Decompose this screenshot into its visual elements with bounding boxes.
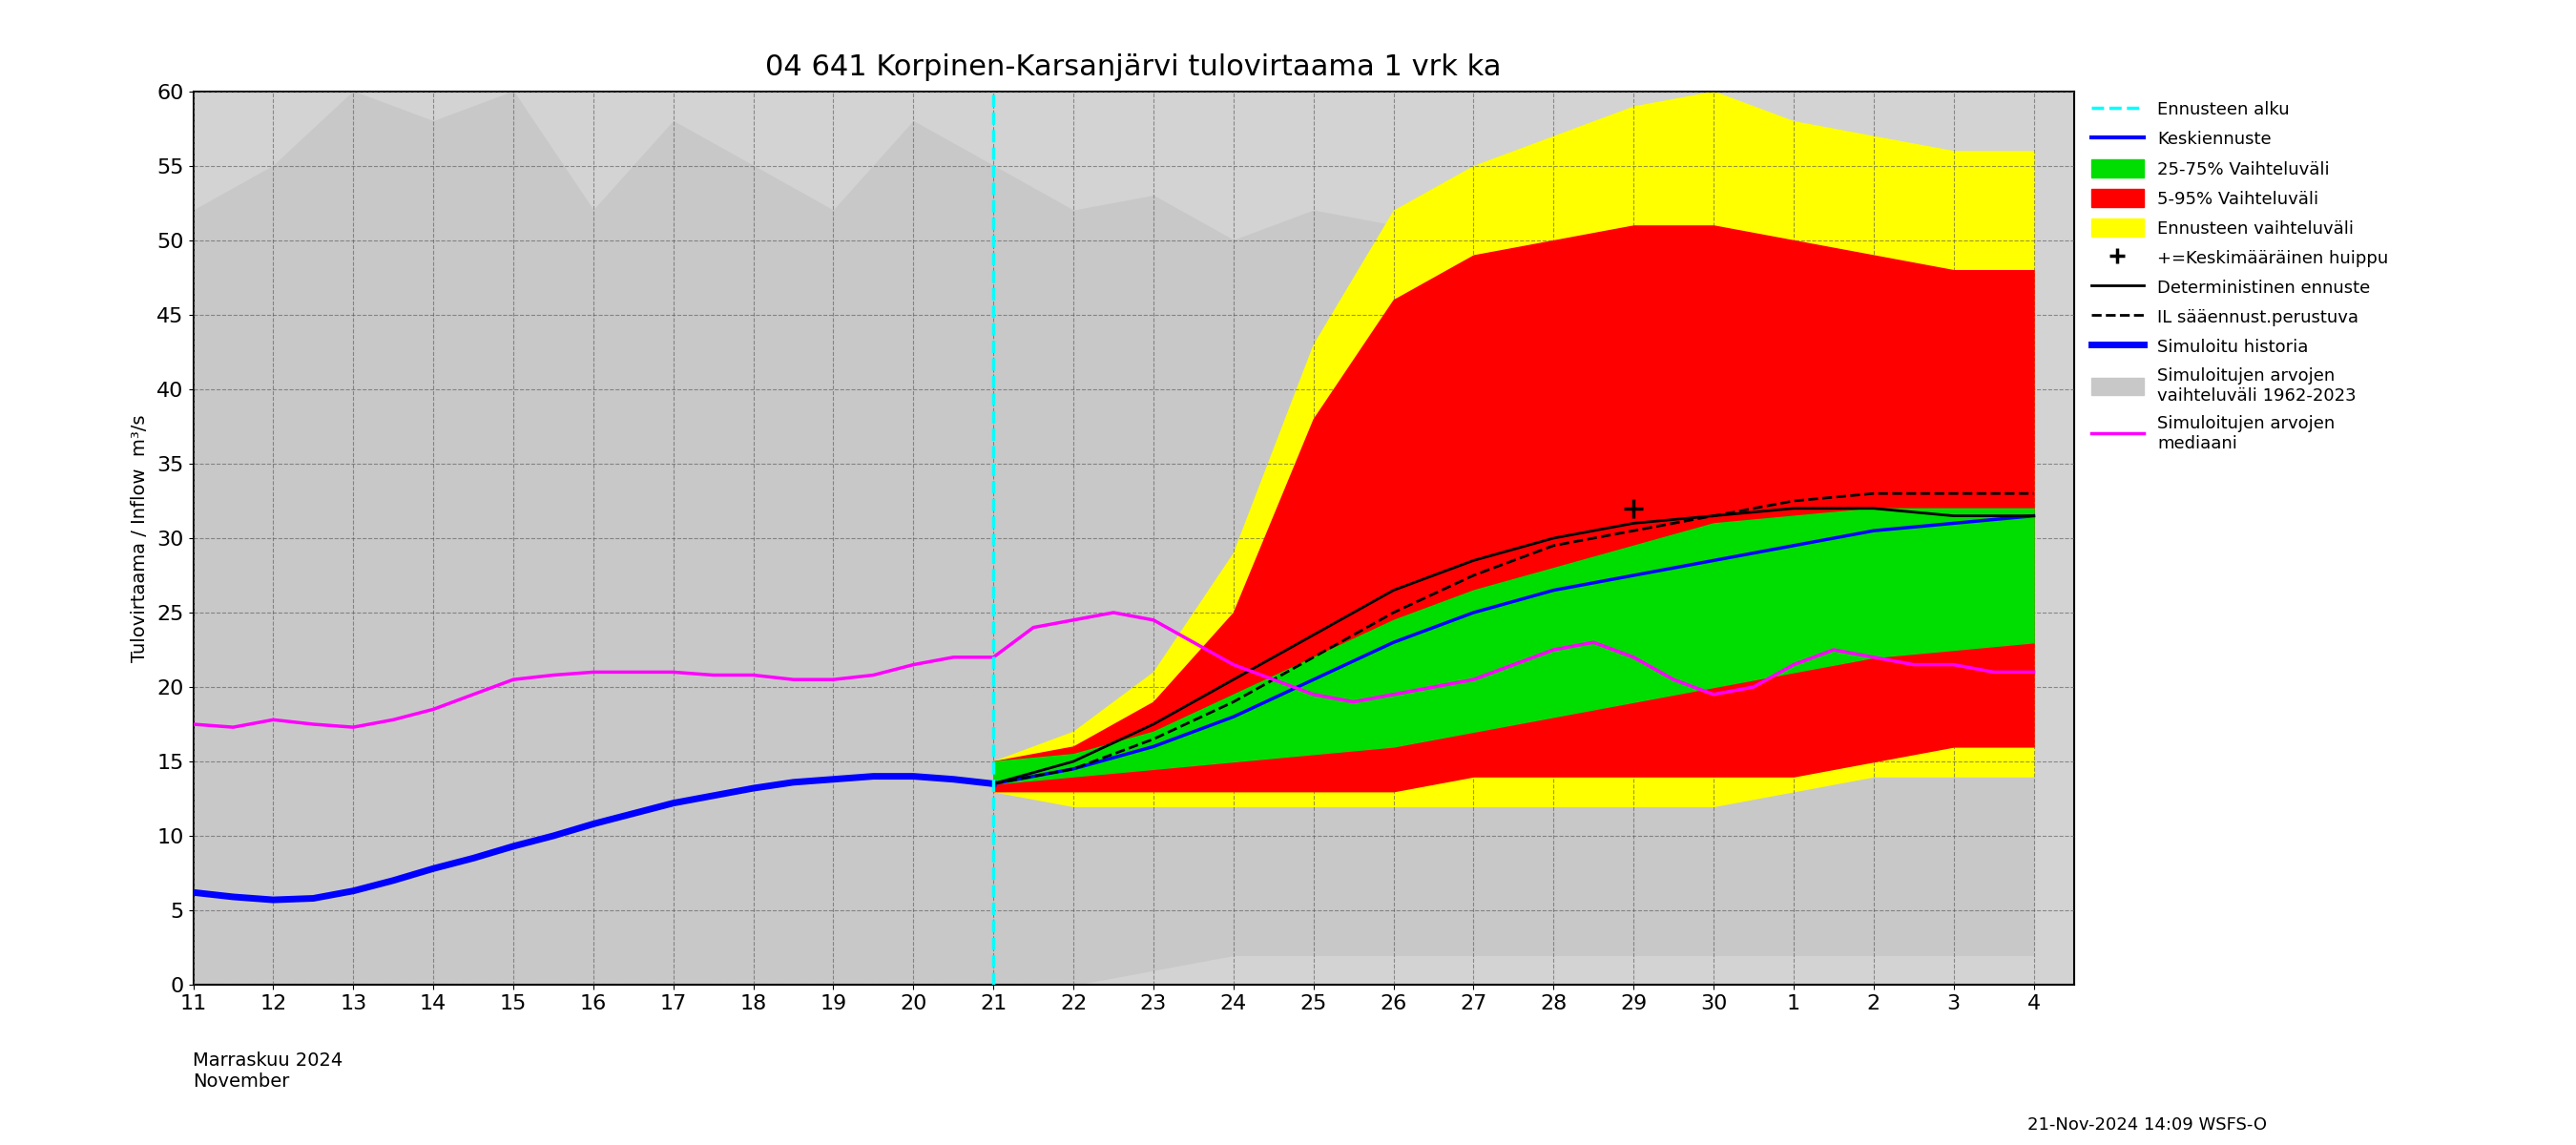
Legend: Ennusteen alku, Keskiennuste, 25-75% Vaihteluväli, 5-95% Vaihteluväli, Ennusteen: Ennusteen alku, Keskiennuste, 25-75% Vai… — [2092, 101, 2388, 452]
Title: 04 641 Korpinen-Karsanjärvi tulovirtaama 1 vrk ka: 04 641 Korpinen-Karsanjärvi tulovirtaama… — [765, 54, 1502, 81]
Text: 21-Nov-2024 14:09 WSFS-O: 21-Nov-2024 14:09 WSFS-O — [2027, 1116, 2267, 1134]
Y-axis label: Tulovirtaama / Inflow  m³/s: Tulovirtaama / Inflow m³/s — [131, 414, 149, 662]
Text: Marraskuu 2024
November: Marraskuu 2024 November — [193, 1051, 343, 1091]
